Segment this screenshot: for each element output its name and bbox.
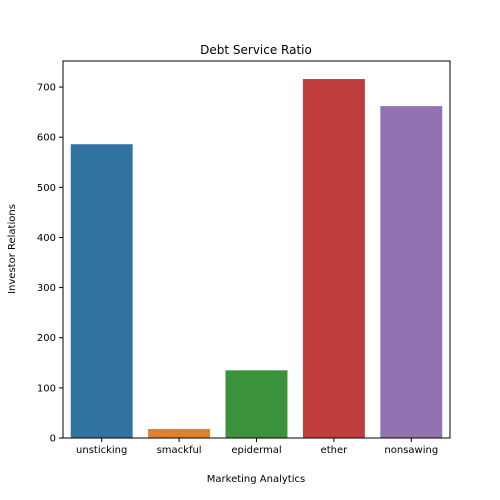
bar-epidermal (225, 370, 288, 438)
x-tick-label: epidermal (231, 445, 281, 456)
bars-group (70, 79, 443, 438)
bar-smackful (148, 428, 211, 438)
y-tick-label: 0 (50, 434, 56, 445)
chart-title: Debt Service Ratio (200, 43, 312, 57)
y-tick-label: 500 (37, 183, 56, 194)
y-tick-label: 300 (37, 283, 56, 294)
y-tick-label: 700 (37, 83, 56, 94)
y-tick-label: 400 (37, 233, 56, 244)
y-axis-label: Investor Relations (7, 204, 18, 294)
x-tick-label: ether (321, 445, 349, 456)
x-tick-label: nonsawing (384, 445, 438, 456)
y-tick-label: 100 (37, 383, 56, 394)
x-axis: unsticking smackful epidermal ether nonsawin… (76, 438, 438, 456)
x-tick-label: unsticking (76, 445, 127, 456)
y-axis: 0 100 200 300 400 500 600 700 (37, 83, 63, 445)
x-axis-label: Marketing Analytics (207, 474, 305, 485)
bar-ether (302, 79, 365, 438)
bar-unsticking (70, 144, 133, 438)
plot-frame (62, 60, 451, 439)
x-tick-label: smackful (157, 445, 202, 456)
y-tick-label: 200 (37, 333, 56, 344)
y-tick-label: 600 (37, 133, 56, 144)
bar-nonsawing (380, 106, 443, 438)
